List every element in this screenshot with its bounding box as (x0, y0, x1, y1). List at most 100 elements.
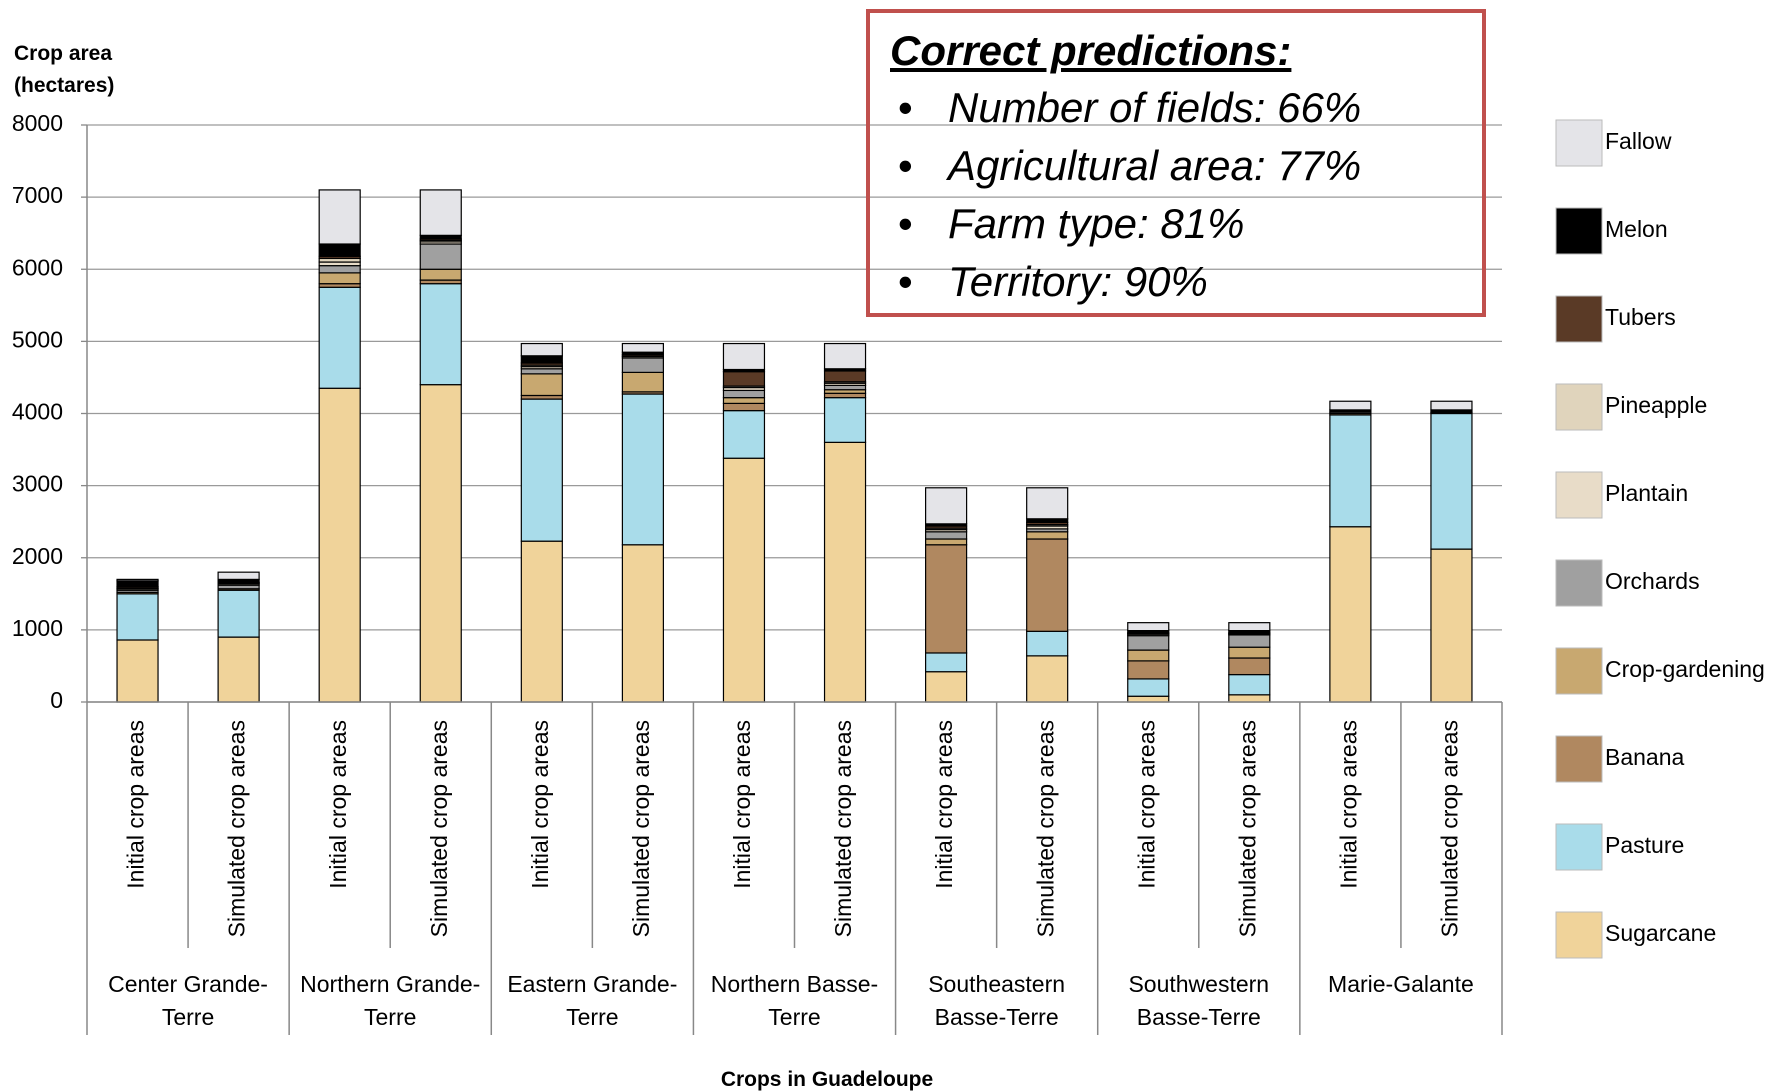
bar-segment (1228, 673, 1271, 696)
bar-segment (722, 342, 766, 371)
bar-segment (1127, 678, 1170, 697)
legend-swatch (1555, 647, 1603, 695)
group-label: Northern Grande-Terre (300, 971, 481, 1030)
bar-segment (823, 392, 867, 399)
group-label: Marie-Galante (1328, 971, 1474, 997)
x-axis-title: Crops in Guadeloupe (720, 1068, 934, 1091)
bar-segment (722, 389, 766, 399)
x-tick-label: Simulated crop areas (628, 720, 654, 937)
legend-label: Pasture (1605, 832, 1684, 858)
bar-segment (520, 368, 563, 375)
x-tick-label: Initial crop areas (931, 720, 957, 889)
legend-swatch (1555, 911, 1603, 959)
bar-segment (1228, 657, 1271, 676)
bar-segment (1127, 649, 1170, 662)
bar-segment (823, 370, 867, 383)
bar-segment (621, 393, 664, 546)
bar-segment (722, 402, 766, 412)
y-tick-label: 0 (50, 687, 63, 713)
bar-segment (1228, 646, 1271, 659)
legend-swatch (1555, 119, 1603, 167)
bar-segment (318, 243, 361, 257)
legend-label: Sugarcane (1605, 920, 1716, 946)
bar-segment (318, 189, 361, 245)
annotation-item: Agricultural area: 77% (890, 137, 1482, 195)
bar-segment (1026, 630, 1069, 657)
x-tick-label: Simulated crop areas (426, 720, 452, 937)
annotation-title: Correct predictions: (890, 27, 1292, 74)
legend-label: Tubers (1605, 304, 1676, 330)
legend-swatch (1555, 383, 1603, 431)
bar-segment (1329, 526, 1372, 703)
legend-swatch (1555, 735, 1603, 783)
y-axis-title: Crop area (hectares) (14, 42, 115, 97)
bar-segment (925, 538, 968, 546)
bar-segment (1228, 622, 1271, 632)
bar-segment (823, 397, 867, 443)
bar-segment (722, 371, 766, 387)
bar-segment (217, 589, 260, 638)
bar-segment (722, 410, 766, 459)
group-label: Southeastern Basse-Terre (928, 971, 1066, 1030)
y-tick-label: 5000 (12, 326, 63, 352)
x-tick-label: Initial crop areas (123, 720, 149, 889)
group-label: Southwestern Basse-Terre (1128, 971, 1270, 1030)
bar-segment (925, 487, 968, 525)
annotation-box: Correct predictions: Number of fields: 6… (866, 9, 1486, 317)
bar-segment (823, 384, 867, 391)
bar-segment (621, 544, 664, 703)
bar-segment (116, 580, 159, 588)
legend-label: Plantain (1605, 480, 1688, 506)
legend-label: Melon (1605, 216, 1668, 242)
bar-segment (1026, 487, 1069, 520)
bar-segment (419, 268, 462, 281)
bar-segment (520, 540, 563, 703)
bar-segment (722, 457, 766, 703)
bar-segment (1430, 400, 1473, 411)
x-tick-label: Simulated crop areas (1032, 720, 1058, 937)
bar-segment (1026, 538, 1069, 632)
group-label: Center Grande-Terre (108, 971, 268, 1030)
bar-segment (1127, 660, 1170, 680)
bar-segment (925, 652, 968, 673)
x-tick-label: Simulated crop areas (830, 720, 856, 937)
bar-segment (520, 373, 563, 397)
bar-segment (520, 398, 563, 542)
annotation-item: Farm type: 81% (890, 195, 1482, 253)
bar-segment (1026, 531, 1069, 540)
legend-label: Pineapple (1605, 392, 1707, 418)
bar-segment (1430, 412, 1473, 550)
group-label: Northern Basse-Terre (710, 971, 879, 1030)
bar-segment (1430, 548, 1473, 703)
bar-segment (520, 342, 563, 357)
bar-segment (1026, 655, 1069, 703)
bar-segment (116, 578, 159, 582)
group-label: Eastern Grande-Terre (507, 971, 678, 1030)
x-tick-label: Initial crop areas (527, 720, 553, 889)
bar-segment (621, 371, 664, 393)
y-tick-label: 4000 (12, 399, 63, 425)
legend-swatch (1555, 207, 1603, 255)
bar-segment (1127, 695, 1170, 703)
bar-segment (419, 283, 462, 386)
bar-segment (318, 286, 361, 389)
bar-segment (823, 342, 867, 370)
annotation-item: Number of fields: 66% (890, 79, 1482, 137)
bar-segment (318, 387, 361, 703)
bar-segment (520, 355, 563, 364)
bar-segment (1228, 694, 1271, 703)
legend-label: Fallow (1605, 128, 1672, 154)
bar-segment (1127, 622, 1170, 632)
bar-segment (1329, 414, 1372, 528)
bar-segment (318, 272, 361, 285)
bar-segment (217, 571, 260, 580)
bar-segment (925, 544, 968, 654)
y-tick-label: 7000 (12, 182, 63, 208)
bar-segment (217, 636, 260, 703)
legend-swatch (1555, 295, 1603, 343)
bar-segment (925, 671, 968, 703)
bar-segment (318, 265, 361, 274)
bar-segment (419, 384, 462, 703)
